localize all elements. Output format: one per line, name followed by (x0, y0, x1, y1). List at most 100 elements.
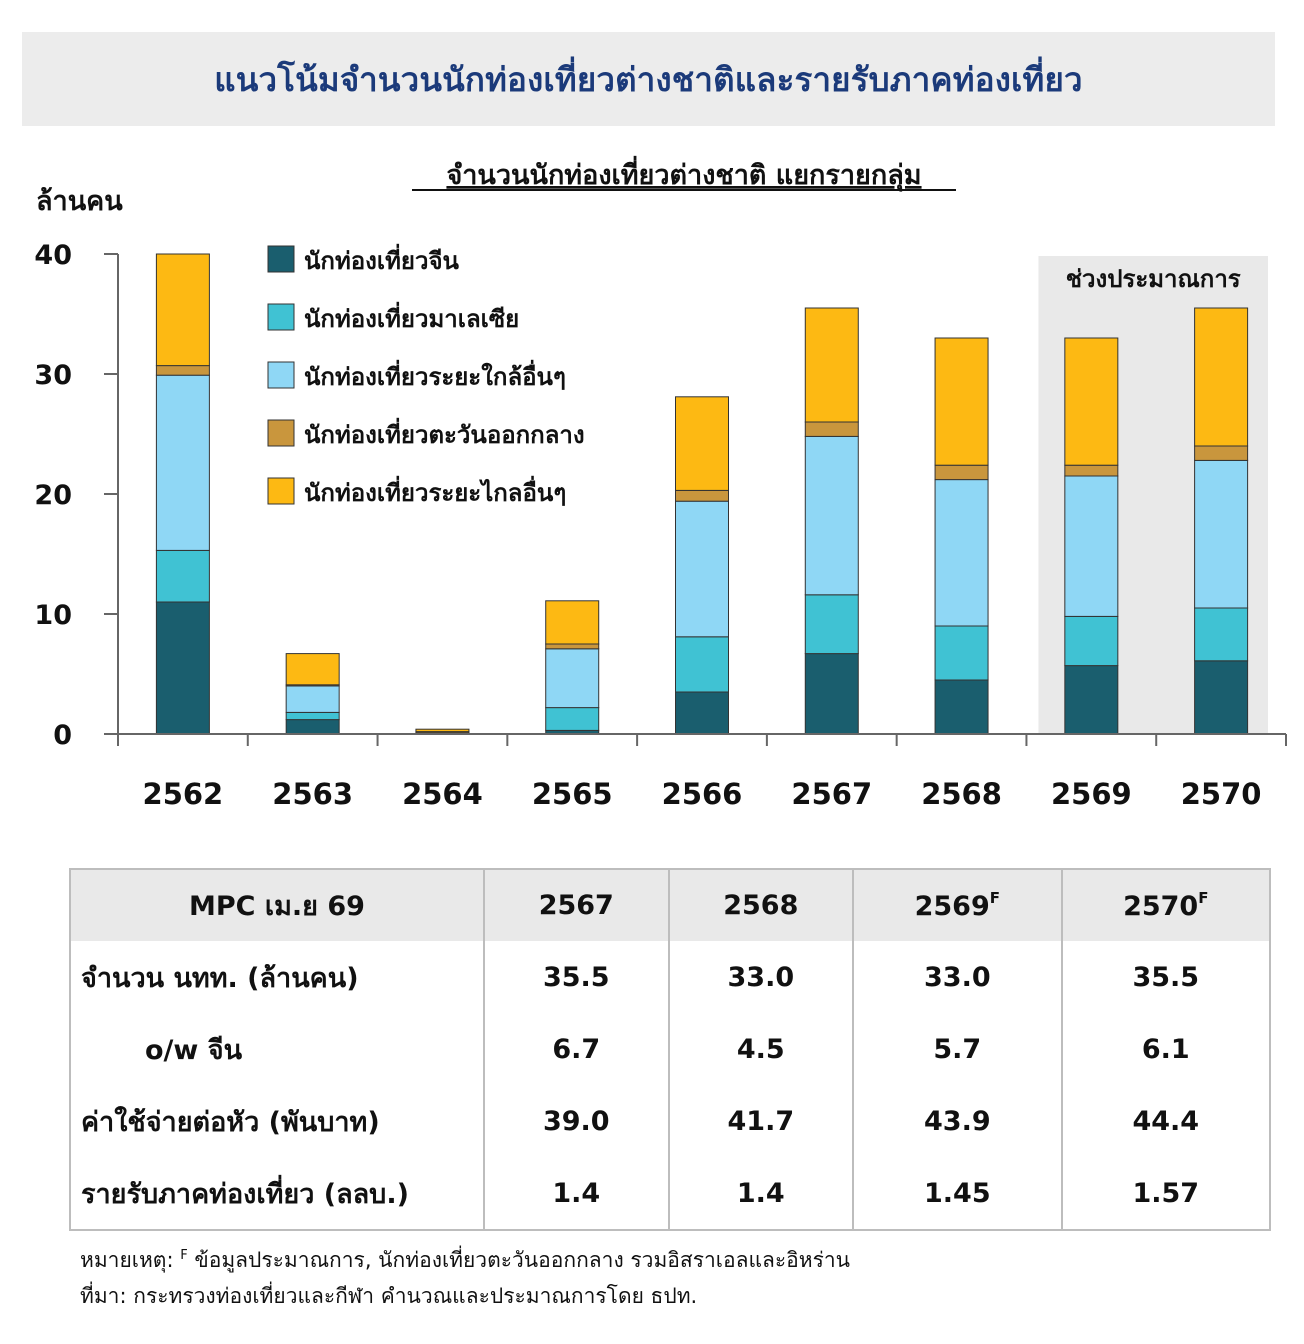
bar-segment (675, 396, 729, 491)
legend-swatch (267, 477, 295, 505)
y-tick-label: 10 (34, 600, 72, 631)
bar-segment (804, 653, 859, 735)
stacked-bar-chart: ช่วงประมาณการ จำนวนนักท่องเที่ยวต่างชาติ … (34, 155, 1287, 811)
table-cell: 41.7 (667, 1085, 855, 1157)
x-tick-label: 2568 (921, 777, 1002, 811)
title-banner: แนวโน้มจำนวนนักท่องเที่ยวต่างชาติและรายร… (22, 32, 1275, 126)
note-line: หมายเหตุ: F ข้อมูลประมาณการ, นักท่องเที่… (80, 1248, 851, 1272)
legend-label: นักท่องเที่ยวตะวันออกกลาง (304, 417, 585, 449)
bar-segment (155, 601, 210, 735)
bar-segment (804, 307, 859, 423)
bar-segment (285, 719, 340, 735)
bar-segment (934, 679, 989, 735)
footnotes: หมายเหตุ: F ข้อมูลประมาณการ, นักท่องเที่… (80, 1238, 850, 1314)
page-title: แนวโน้มจำนวนนักท่องเที่ยวต่างชาติและรายร… (214, 59, 1083, 99)
table-row: รายรับภาคท่องเที่ยว (ลลบ.) 1.4 1.4 1.45 … (69, 1157, 1272, 1230)
forecast-mark: F (989, 889, 1001, 907)
bar-segment (1064, 615, 1119, 667)
bar-segment (285, 653, 340, 686)
bar-segment (1194, 307, 1249, 447)
bar-segment (545, 643, 600, 650)
bar-segment (1194, 445, 1249, 461)
legend-swatch (267, 419, 295, 447)
table-header-cell: 2569F (852, 869, 1063, 941)
legend-label: นักท่องเที่ยวระยะไกลอื่นๆ (304, 475, 566, 507)
table-cell: 44.4 (1060, 1085, 1272, 1157)
table-cell: 35.5 (483, 941, 670, 1013)
bar-segment (1194, 660, 1249, 735)
bar-segment (285, 685, 340, 713)
bar-segment (1064, 464, 1119, 477)
bar-segment (675, 500, 729, 638)
table-cell: 33.0 (667, 941, 855, 1013)
x-tick-label: 2562 (143, 777, 224, 811)
table-cell: 33.0 (852, 941, 1063, 1013)
x-tick-label: 2563 (272, 777, 353, 811)
bar-segment (155, 253, 210, 367)
table-cell: 43.9 (852, 1085, 1063, 1157)
bar-segment (934, 625, 989, 681)
table-header-cell: 2570F (1060, 869, 1272, 941)
chart-title: จำนวนนักท่องเที่ยวต่างชาติ แยกรายกลุ่ม (446, 155, 921, 192)
table-header-cell: 2567 (483, 869, 670, 941)
bar-segment (804, 421, 859, 437)
table-cell: 5.7 (852, 1013, 1063, 1085)
table-cell: 4.5 (667, 1013, 855, 1085)
table-header-cell: MPC เม.ย 69 (69, 869, 485, 941)
table-row: o/w จีน 6.7 4.5 5.7 6.1 (69, 1013, 1272, 1085)
row-label: จำนวน นทท. (ล้านคน) (69, 941, 485, 1013)
bar-segment (1064, 665, 1119, 735)
table-cell: 1.57 (1060, 1157, 1272, 1230)
x-tick-label: 2565 (532, 777, 613, 811)
table-cell: 1.4 (667, 1157, 855, 1230)
row-label: รายรับภาคท่องเที่ยว (ลลบ.) (69, 1157, 485, 1230)
x-tick-label: 2570 (1181, 777, 1262, 811)
bar-segment (545, 707, 600, 731)
table-cell: 39.0 (483, 1085, 670, 1157)
bar-segment (675, 489, 729, 502)
x-tick-label: 2569 (1051, 777, 1132, 811)
table-cell: 6.7 (483, 1013, 670, 1085)
bar-segment (1064, 337, 1119, 466)
table-header-row: MPC เม.ย 69 2567 2568 2569F 2570F (69, 869, 1272, 941)
y-tick-label: 40 (34, 240, 72, 271)
bar-segment (804, 594, 859, 655)
bar-segment (285, 711, 340, 721)
y-tick-label: 30 (34, 360, 72, 391)
bar-segment (415, 728, 470, 733)
bar-segment (1194, 459, 1249, 609)
forecast-label: ช่วงประมาณการ (1066, 265, 1241, 293)
table-cell: 1.45 (852, 1157, 1063, 1230)
mpc-table: MPC เม.ย 69 2567 2568 2569F 2570F จำนวน … (69, 868, 1272, 1231)
y-tick-label: 0 (53, 720, 72, 751)
source-line: ที่มา: กระทรวงท่องเที่ยวและกีฬา คำนวณและ… (80, 1284, 698, 1308)
bar-segment (934, 464, 989, 481)
legend-swatch (267, 303, 295, 331)
bar-segment (804, 435, 859, 596)
row-label: ค่าใช้จ่ายต่อหัว (พันบาท) (69, 1085, 485, 1157)
x-tick-label: 2566 (662, 777, 743, 811)
legend-label: นักท่องเที่ยวระยะใกล้อื่นๆ (304, 359, 566, 391)
bar-segment (155, 365, 210, 376)
legend-swatch (267, 245, 295, 273)
legend-swatch (267, 361, 295, 389)
bar-segment (934, 337, 989, 466)
bar-segment (675, 636, 729, 693)
bar-segment (675, 691, 729, 735)
table-cell: 6.1 (1060, 1013, 1272, 1085)
x-tick-label: 2567 (791, 777, 872, 811)
table-header-cell: 2568 (667, 869, 855, 941)
table-row: จำนวน นทท. (ล้านคน) 35.5 33.0 33.0 35.5 (69, 941, 1272, 1013)
table-cell: 1.4 (483, 1157, 670, 1230)
legend-label: นักท่องเที่ยวมาเลเซีย (304, 301, 519, 333)
bar-segment (1194, 607, 1249, 662)
y-axis-label: ล้านคน (36, 186, 123, 217)
bar-segment (545, 648, 600, 709)
forecast-mark: F (1198, 889, 1209, 907)
bar-segment (1064, 475, 1119, 617)
row-label: o/w จีน (69, 1013, 485, 1085)
legend-label: นักท่องเที่ยวจีน (304, 243, 460, 275)
bar-segment (155, 374, 210, 551)
bar-segment (155, 549, 210, 603)
bar-segment (934, 479, 989, 627)
